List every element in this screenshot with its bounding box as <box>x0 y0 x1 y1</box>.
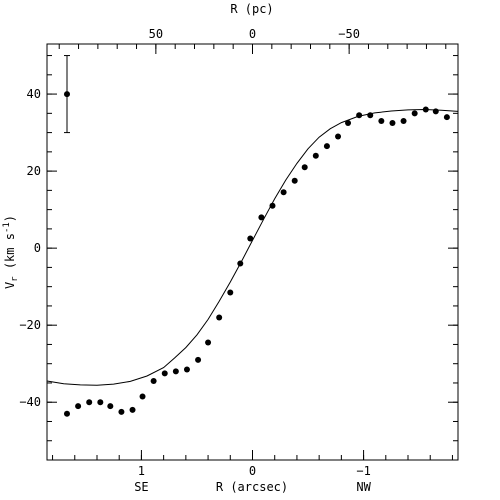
data-point <box>183 366 190 373</box>
data-point <box>172 368 179 375</box>
y-tick-label: −20 <box>19 318 41 332</box>
data-point <box>269 202 276 209</box>
data-point <box>75 403 82 410</box>
data-point <box>227 289 234 296</box>
data-point <box>335 133 342 140</box>
model-curve <box>46 108 459 386</box>
top-tick-label: 50 <box>149 27 163 41</box>
data-point <box>258 214 265 221</box>
data-points <box>63 106 450 417</box>
data-point <box>356 112 363 119</box>
data-point <box>422 106 429 113</box>
data-point <box>129 406 136 413</box>
data-point <box>432 108 439 115</box>
data-point <box>280 189 287 196</box>
data-point <box>323 143 330 150</box>
data-point <box>345 119 352 126</box>
plot-frame <box>46 43 459 461</box>
minor-ticks <box>47 44 458 461</box>
data-point <box>389 119 396 126</box>
y-tick-label: 20 <box>27 164 41 178</box>
data-point <box>139 393 146 400</box>
y-axis-label: Vr (km s-1) <box>2 215 20 289</box>
major-ticks <box>47 44 458 460</box>
x-axis-label: R (arcsec) <box>216 480 288 494</box>
data-point <box>378 118 385 125</box>
data-point <box>86 399 93 406</box>
y-tick-label: −40 <box>19 395 41 409</box>
data-point <box>367 112 374 119</box>
model-curve-line <box>46 108 459 386</box>
data-point <box>97 399 104 406</box>
data-point <box>161 370 168 377</box>
data-point <box>247 235 254 242</box>
y-tick-label: 40 <box>27 87 41 101</box>
bottom-tick-label: 0 <box>249 464 256 478</box>
bottom-tick-label: −1 <box>356 464 370 478</box>
data-point <box>291 177 298 184</box>
side-label-nw: NW <box>356 480 371 494</box>
data-point <box>400 118 407 125</box>
bottom-tick-label: 1 <box>138 464 145 478</box>
data-point <box>195 356 202 363</box>
data-point <box>237 260 244 267</box>
data-point <box>216 314 223 321</box>
data-point <box>118 408 125 415</box>
data-point <box>411 110 418 117</box>
side-label-se: SE <box>134 480 148 494</box>
top-tick-label: −50 <box>338 27 360 41</box>
data-point <box>205 339 212 346</box>
error-bar-point <box>63 91 70 98</box>
data-point <box>301 164 308 171</box>
data-point <box>107 403 114 410</box>
top-axis-label: R (pc) <box>230 2 273 16</box>
y-tick-label: 0 <box>34 241 41 255</box>
top-tick-label: 0 <box>249 27 256 41</box>
data-point <box>150 378 157 385</box>
data-point <box>63 410 70 417</box>
data-point <box>443 114 450 121</box>
data-point <box>312 152 319 159</box>
error-bar-marker <box>63 55 70 134</box>
tick-labels: 1 0 −1 50 0 −50 40 20 0 −20 −40 <box>19 27 370 478</box>
